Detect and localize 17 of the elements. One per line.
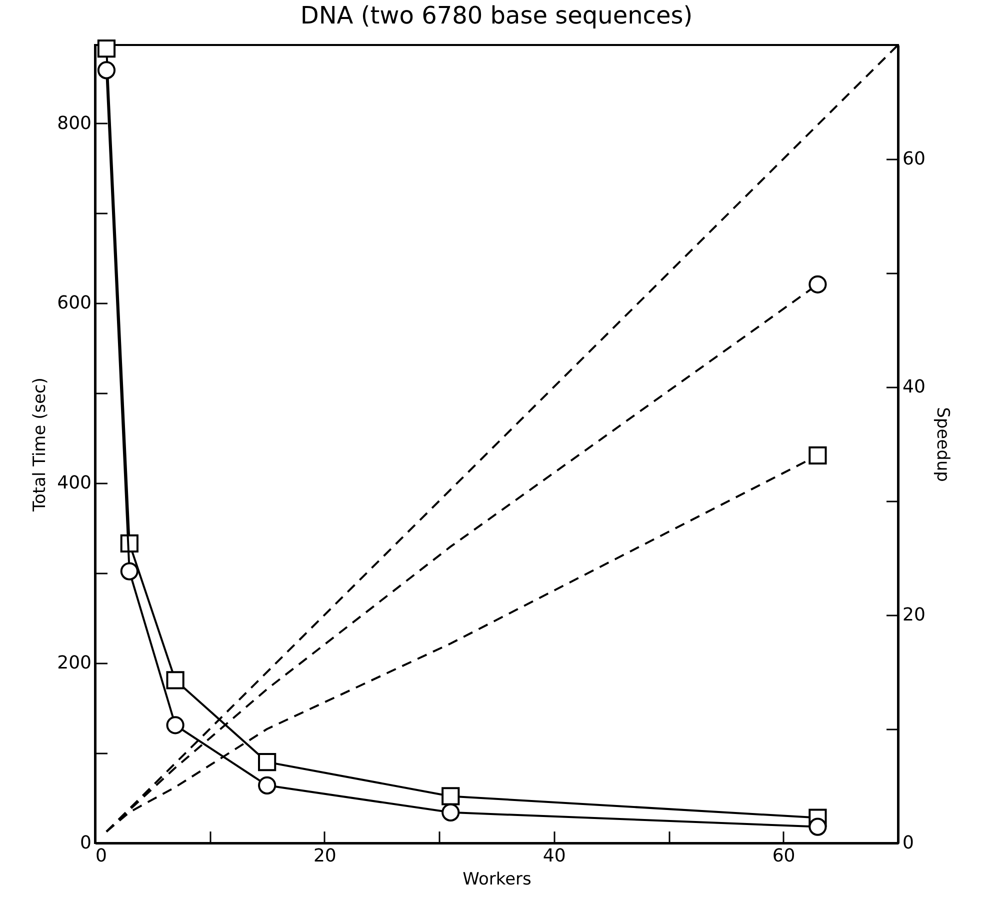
y-tick-label: 200 [57, 652, 92, 674]
x-tick-label: 40 [542, 846, 566, 866]
y-tick-label: 600 [57, 292, 92, 314]
x-tick-label: 60 [772, 846, 796, 866]
y2-tick-label: 40 [902, 376, 926, 398]
y-tick-label: 400 [57, 472, 92, 494]
x-axis-title: Workers [462, 870, 532, 890]
y2-axis-title: Speedup [932, 407, 952, 482]
x-tick-label: 20 [313, 846, 336, 866]
chart-title: DNA (two 6780 base sequences) [300, 2, 693, 30]
y-tick-label: 800 [57, 112, 92, 134]
y2-tick-label: 0 [902, 832, 914, 854]
y-axis-title: Total Time (sec) [30, 377, 50, 513]
y2-tick-label: 20 [902, 604, 926, 626]
x-tick-label: 0 [96, 846, 107, 866]
y-tick-label: 0 [80, 832, 92, 854]
y2-tick-label: 60 [902, 148, 926, 170]
